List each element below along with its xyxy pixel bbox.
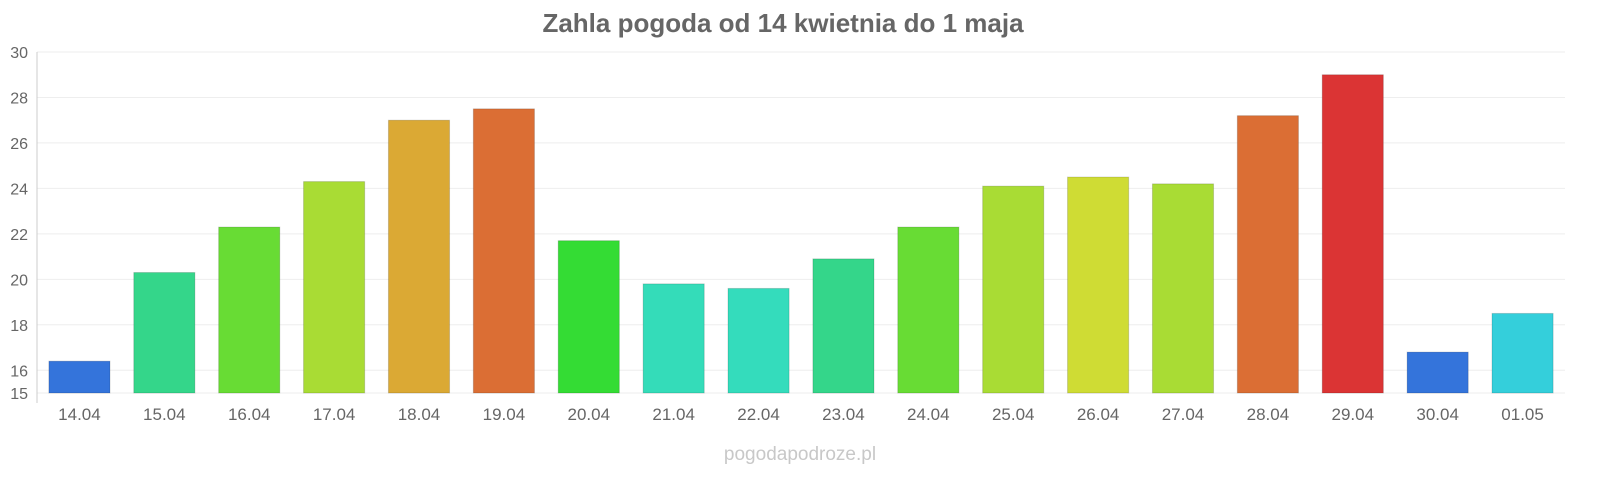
x-tick-label: 30.04 — [1416, 405, 1459, 424]
bar-27.04[interactable] — [1151, 183, 1215, 394]
bar-20.04[interactable] — [557, 240, 620, 394]
x-tick-label: 19.04 — [483, 405, 526, 424]
bar-18.04[interactable] — [387, 119, 451, 394]
x-tick-label: 26.04 — [1077, 405, 1120, 424]
x-tick-label: 17.04 — [313, 405, 356, 424]
y-tick-label: 18 — [10, 318, 28, 335]
bar-16.04[interactable] — [218, 226, 281, 394]
bar-25.04[interactable] — [982, 185, 1045, 394]
x-tick-label: 16.04 — [228, 405, 271, 424]
bar-19.04[interactable] — [472, 108, 535, 394]
x-tick-label: 18.04 — [398, 405, 441, 424]
bar-14.04[interactable] — [48, 360, 111, 394]
bar-29.04[interactable] — [1321, 74, 1384, 394]
bar-28.04[interactable] — [1236, 115, 1299, 394]
x-tick-label: 25.04 — [992, 405, 1035, 424]
x-tick-label: 14.04 — [58, 405, 101, 424]
bar-23.04[interactable] — [812, 258, 875, 394]
bar-21.04[interactable] — [642, 283, 705, 394]
x-tick-label: 28.04 — [1247, 405, 1290, 424]
x-tick-label: 22.04 — [737, 405, 780, 424]
bar-30.04[interactable] — [1406, 351, 1469, 394]
y-tick-label: 15 — [10, 386, 28, 403]
x-tick-label: 01.05 — [1501, 405, 1544, 424]
x-tick-label: 15.04 — [143, 405, 186, 424]
x-tick-label: 20.04 — [568, 405, 611, 424]
x-tick-label: 27.04 — [1162, 405, 1205, 424]
x-tick-label: 23.04 — [822, 405, 865, 424]
x-tick-label: 21.04 — [652, 405, 695, 424]
y-tick-label: 16 — [10, 363, 28, 380]
y-tick-label: 26 — [10, 136, 28, 153]
bar-17.04[interactable] — [303, 181, 366, 394]
y-tick-label: 30 — [10, 45, 28, 62]
y-tick-label: 22 — [10, 227, 28, 244]
chart-title: Zahla pogoda od 14 kwietnia do 1 maja — [542, 8, 1024, 38]
bar-01.05[interactable] — [1491, 312, 1554, 394]
y-tick-label: 20 — [10, 272, 28, 289]
bar-24.04[interactable] — [897, 226, 960, 394]
bar-22.04[interactable] — [727, 287, 790, 394]
x-tick-label: 24.04 — [907, 405, 950, 424]
credit-text: pogodapodroze.pl — [724, 444, 876, 465]
y-tick-label: 28 — [10, 90, 28, 107]
x-tick-label: 29.04 — [1332, 405, 1375, 424]
bar-26.04[interactable] — [1067, 176, 1130, 394]
bar-15.04[interactable] — [133, 272, 196, 394]
y-tick-label: 24 — [10, 181, 28, 198]
